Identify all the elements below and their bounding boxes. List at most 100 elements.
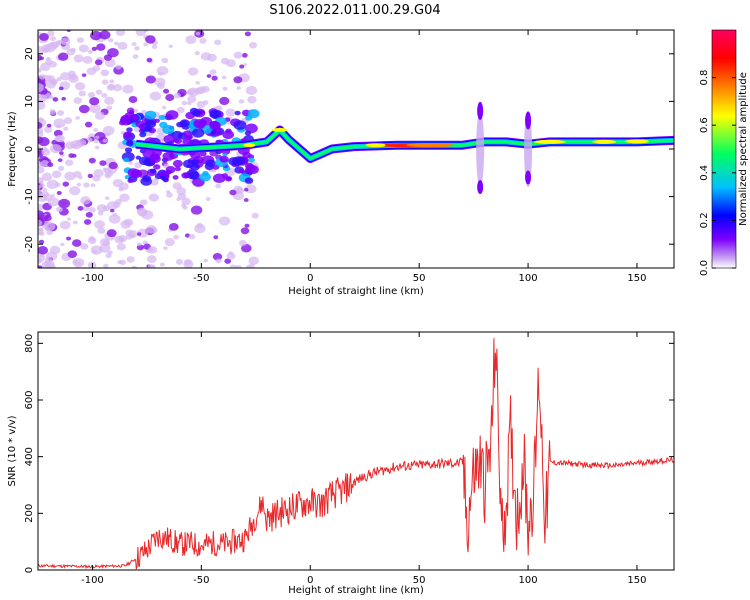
speckle-mark xyxy=(60,37,71,46)
blob-mark xyxy=(222,152,228,157)
speckle-mark xyxy=(38,67,42,73)
speckle-mark xyxy=(125,229,134,236)
y-tick-label: 800 xyxy=(24,334,35,353)
spectrogram-marks xyxy=(38,30,674,268)
speckle-mark xyxy=(46,179,59,189)
anomaly-mark xyxy=(524,111,533,187)
speckle-mark xyxy=(248,42,258,49)
speckle-mark xyxy=(209,69,217,75)
speckle-mark xyxy=(77,205,84,211)
speckle-mark xyxy=(78,90,87,97)
blob-mark xyxy=(190,151,201,160)
blob-mark xyxy=(188,171,200,180)
speckle-mark xyxy=(105,170,114,177)
speckle-mark xyxy=(97,227,106,234)
blob-mark xyxy=(158,114,166,121)
speckle-mark xyxy=(38,227,44,232)
speckle-mark xyxy=(82,55,93,64)
speckle-mark xyxy=(43,126,53,133)
speckle-mark xyxy=(58,86,64,91)
speckle-mark xyxy=(87,92,96,98)
y-tick-label: 400 xyxy=(24,447,35,466)
speckle-mark xyxy=(40,159,49,167)
colorbar-tick-label: 0.8 xyxy=(699,70,710,86)
speckle-mark xyxy=(109,79,115,84)
speckle-mark xyxy=(245,85,258,95)
speckle-mark xyxy=(38,253,45,263)
blob-mark xyxy=(131,115,139,121)
speckle-mark xyxy=(159,262,165,267)
speckle-mark xyxy=(70,47,76,53)
speckle-mark xyxy=(57,158,63,163)
speckle-mark xyxy=(104,96,115,105)
speckle-mark xyxy=(60,242,65,247)
speckle-mark xyxy=(38,219,43,227)
blob-mark xyxy=(182,137,193,146)
blob-mark xyxy=(210,130,217,135)
speckle-mark xyxy=(225,108,236,117)
snr-series-line xyxy=(38,338,674,570)
speckle-mark xyxy=(48,95,54,100)
speckle-mark xyxy=(143,30,149,33)
speckle-mark xyxy=(99,243,111,253)
speckle-mark xyxy=(55,206,63,213)
colorbar-ticks: 0.0 0.2 0.4 0.6 0.8 xyxy=(699,70,736,276)
speckle-mark xyxy=(244,223,250,228)
blob-mark xyxy=(219,155,229,163)
speckle-mark xyxy=(102,125,115,136)
speckle-mark xyxy=(115,64,122,70)
y-tick-label: 20 xyxy=(24,47,35,60)
anomaly-mark xyxy=(525,111,532,130)
hot-spot-mark xyxy=(365,143,386,148)
speckle-mark xyxy=(139,199,148,206)
speckle-mark xyxy=(173,234,180,240)
speckle-mark xyxy=(119,193,130,202)
speckle-mark xyxy=(240,227,250,235)
speckle-mark xyxy=(165,93,175,102)
speckle-mark xyxy=(76,182,82,187)
x-tick-label: 150 xyxy=(627,273,646,284)
speckle-mark xyxy=(38,161,43,168)
speckle-mark xyxy=(73,97,82,104)
speckle-mark xyxy=(41,172,53,181)
speckle-mark xyxy=(128,96,138,103)
blob-mark xyxy=(244,123,258,134)
speckle-mark xyxy=(233,76,243,84)
speckle-mark xyxy=(235,264,242,268)
speckle-mark xyxy=(47,197,60,207)
speckle-mark xyxy=(50,144,62,154)
speckle-mark xyxy=(38,94,48,103)
speckle-mark xyxy=(61,97,66,101)
speckle-mark xyxy=(136,242,142,247)
speckle-mark xyxy=(163,246,168,250)
speckle-mark xyxy=(82,205,90,212)
speckle-mark xyxy=(63,117,73,124)
anomaly-mark xyxy=(477,180,484,195)
blob-mark xyxy=(171,130,183,140)
speckle-mark xyxy=(176,197,181,201)
speckle-mark xyxy=(95,89,103,95)
speckle-mark xyxy=(241,53,248,58)
speckle-mark xyxy=(38,137,50,147)
figure-title: S106.2022.011.00.29.G04 xyxy=(269,3,440,18)
colorbar-frame xyxy=(711,29,737,269)
speckle-mark xyxy=(238,239,247,247)
speckle-mark xyxy=(89,97,100,106)
blob-mark xyxy=(123,131,133,139)
y-tick-label: 0 xyxy=(24,567,35,573)
speckle-mark xyxy=(137,232,142,236)
speckle-mark xyxy=(164,238,175,247)
blob-mark xyxy=(172,159,183,168)
speckle-mark xyxy=(38,245,49,255)
speckle-mark xyxy=(38,100,46,110)
speckle-mark xyxy=(123,218,134,227)
hot-spot-mark xyxy=(406,143,455,148)
anomaly-mark xyxy=(525,170,532,185)
speckle-mark xyxy=(146,225,157,234)
speckle-mark xyxy=(233,51,243,59)
spectrogram-y-label: Frequency (Hz) xyxy=(7,111,18,187)
blob-mark xyxy=(244,167,252,173)
blob-mark xyxy=(127,178,134,183)
speckle-mark xyxy=(106,229,117,238)
speckle-mark xyxy=(94,220,105,229)
